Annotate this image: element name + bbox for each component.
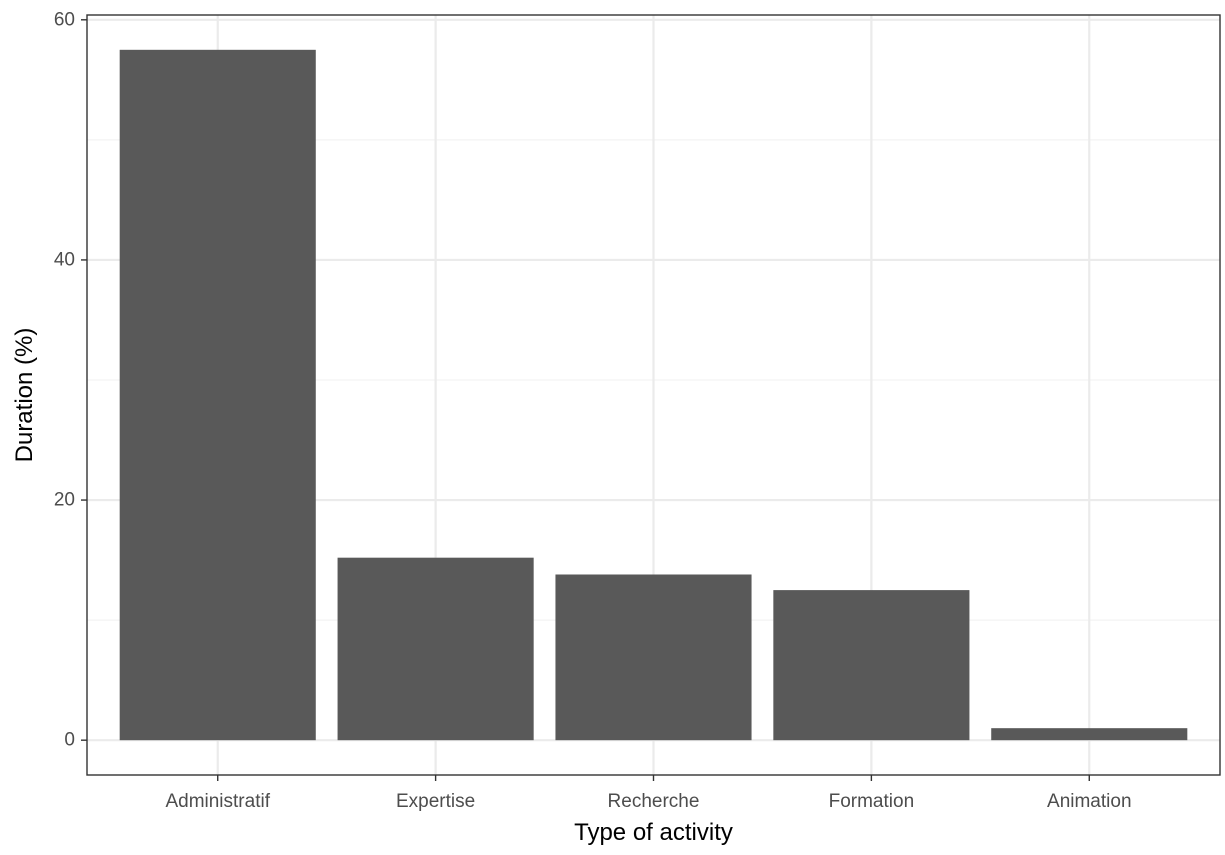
bar-animation (991, 728, 1188, 741)
bar-administratif (119, 49, 316, 741)
axis-ticks (81, 19, 1090, 781)
x-tick-label: Recherche (608, 791, 700, 812)
y-tick-label: 60 (54, 9, 75, 30)
y-tick-label: 0 (64, 730, 75, 751)
y-tick-label: 20 (54, 490, 75, 511)
bars (119, 49, 1188, 741)
x-tick-label: Expertise (396, 791, 475, 812)
y-tick-label: 40 (54, 249, 75, 270)
y-axis-title: Duration (%) (11, 328, 38, 463)
x-axis-title: Type of activity (574, 819, 733, 846)
x-tick-label: Formation (829, 791, 915, 812)
x-tick-label: Animation (1047, 791, 1132, 812)
bar-recherche (555, 574, 752, 741)
tick-labels: 0 20 40 60 Administratif Expertise Recherche Fo… (54, 9, 1132, 812)
bar-expertise (337, 557, 534, 741)
bar-formation (773, 590, 970, 741)
x-tick-label: Administratif (165, 791, 270, 812)
